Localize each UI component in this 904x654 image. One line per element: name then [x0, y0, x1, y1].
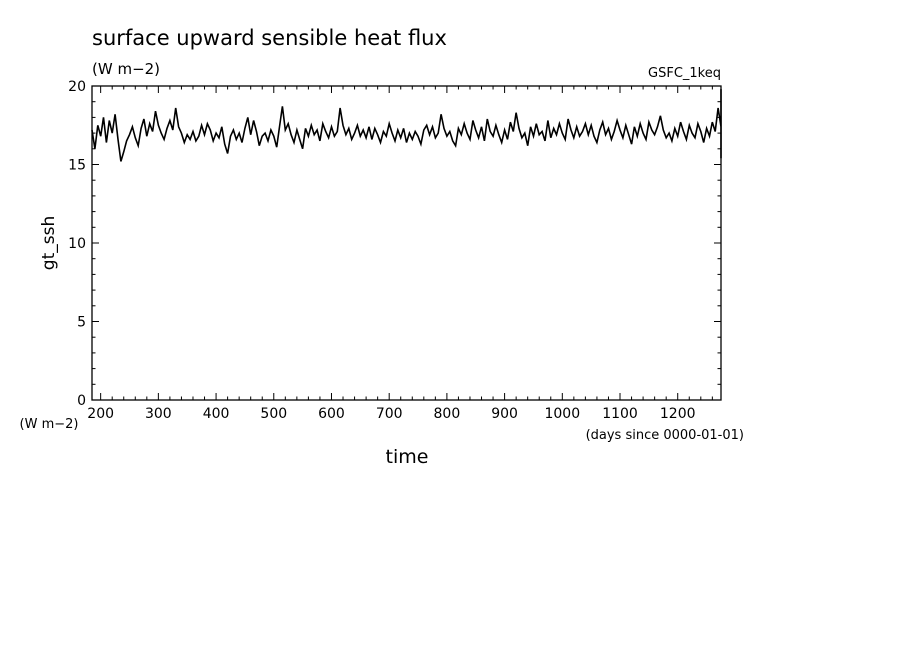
- y-tick-label: 0: [77, 393, 86, 409]
- x-tick-label: 400: [203, 406, 230, 422]
- x-axis: 200 300 400 500 600 700 800 900 1000 1100 1200: [87, 86, 713, 422]
- x-axis-units: (days since 0000-01-01): [586, 428, 744, 443]
- x-tick-label: 800: [434, 406, 461, 422]
- x-tick-label: 700: [376, 406, 403, 422]
- x-tick-label: 1100: [602, 406, 638, 422]
- x-axis-label: time: [386, 446, 429, 468]
- experiment-label: GSFC_1keq: [648, 66, 721, 81]
- x-tick-label: 500: [260, 406, 287, 422]
- x-tick-label: 1200: [660, 406, 696, 422]
- y-tick-label: 15: [68, 158, 86, 174]
- plot-frame: [91, 85, 722, 401]
- series-line: [91, 89, 722, 162]
- y-axis-units: (W m−2): [20, 417, 79, 432]
- y-tick-label: 10: [68, 236, 86, 252]
- y-axis-label: gt_ssh: [39, 216, 59, 270]
- x-tick-label: 200: [87, 406, 114, 422]
- y-tick-label: 20: [68, 79, 86, 95]
- title-units: (W m−2): [92, 60, 160, 78]
- x-tick-label: 300: [145, 406, 172, 422]
- x-tick-label: 900: [491, 406, 518, 422]
- x-tick-label: 1000: [544, 406, 580, 422]
- y-tick-label: 5: [77, 315, 86, 331]
- y-axis: 0 5 10 15 20: [68, 79, 721, 409]
- x-tick-label: 600: [318, 406, 345, 422]
- chart-title: surface upward sensible heat flux: [92, 26, 447, 50]
